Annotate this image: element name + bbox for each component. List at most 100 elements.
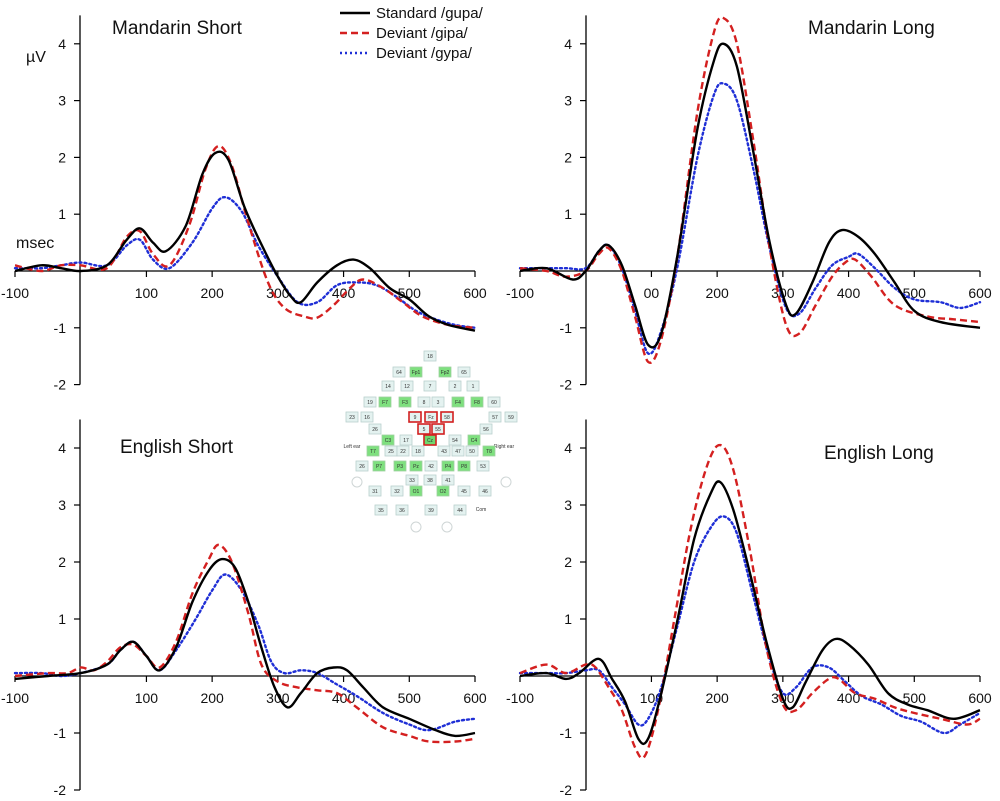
electrode-label: 65 xyxy=(461,370,467,376)
electrode-box xyxy=(374,504,388,516)
electrode-label: 54 xyxy=(452,438,458,444)
electrode-box xyxy=(409,485,423,497)
x-tick-label: 400 xyxy=(332,690,356,706)
electrode: Fz xyxy=(424,411,438,423)
electrode-label: F7 xyxy=(382,400,388,406)
electrode-box xyxy=(392,366,406,378)
electrode-label: 35 xyxy=(378,508,384,514)
electrode: 18 xyxy=(423,350,437,362)
electrode: 22 xyxy=(396,445,410,457)
electrode: F8 xyxy=(470,396,484,408)
electrode-label: C4 xyxy=(471,438,478,444)
electrode: 39 xyxy=(424,504,438,516)
x-tick-label: 00 xyxy=(644,285,660,301)
electrode: T8 xyxy=(482,445,496,457)
y-tick-label: 2 xyxy=(58,149,66,165)
electrode-label: F8 xyxy=(474,400,480,406)
electrode-box xyxy=(482,445,496,457)
electrode: 23 xyxy=(345,411,359,423)
series-line-gypa xyxy=(13,195,477,329)
electrode-box xyxy=(378,396,392,408)
x-tick-label: 600 xyxy=(463,285,487,301)
electrode-box xyxy=(457,485,471,497)
x-tick-label: 200 xyxy=(705,690,729,706)
electrode: 53 xyxy=(476,460,490,472)
electrode-box xyxy=(360,411,374,423)
electrode-box xyxy=(423,434,437,446)
electrode-label: 42 xyxy=(428,464,434,470)
electrode-box xyxy=(381,434,395,446)
electrode: F3 xyxy=(398,396,412,408)
x-tick-label: -100 xyxy=(506,285,534,301)
electrode-label: 1 xyxy=(472,384,475,390)
electrode-label: 8 xyxy=(423,400,426,406)
electrode-box xyxy=(381,380,395,392)
x-tick-label: 100 xyxy=(135,285,159,301)
panel-title: Mandarin Short xyxy=(112,18,243,39)
x-tick-label: 300 xyxy=(266,690,290,706)
electrode-box xyxy=(345,411,359,423)
x-tick-label: 400 xyxy=(837,285,861,301)
electrode: C4 xyxy=(467,434,481,446)
panel-title: Mandarin Long xyxy=(808,18,935,39)
x-tick-label: 200 xyxy=(705,285,729,301)
electrode-label: 46 xyxy=(482,489,488,495)
y-tick-label: 1 xyxy=(58,206,66,222)
y-tick-label: -2 xyxy=(560,377,573,393)
electrode-box xyxy=(457,366,471,378)
electrode: 41 xyxy=(441,474,455,486)
electrode: P3 xyxy=(393,460,407,472)
electrode-box xyxy=(465,445,479,457)
electrode-label: 31 xyxy=(372,489,378,495)
electrode: 25 xyxy=(384,445,398,457)
electrode: T7 xyxy=(366,445,380,457)
electrode: 50 xyxy=(465,445,479,457)
electrode-label: 9 xyxy=(414,415,417,421)
electrode: 9 xyxy=(408,411,422,423)
electrode-label: 43 xyxy=(441,449,447,455)
electrode: 60 xyxy=(487,396,501,408)
electrode: 31 xyxy=(368,485,382,497)
electrode-box xyxy=(409,366,423,378)
electrode-box xyxy=(363,396,377,408)
electrode: 65 xyxy=(457,366,471,378)
com-label: Com xyxy=(476,507,487,513)
electrode-box xyxy=(408,411,422,423)
x-tick-label: -100 xyxy=(1,285,29,301)
electrode: 33 xyxy=(405,474,419,486)
electrode-box xyxy=(409,460,423,472)
electrode-label: 33 xyxy=(409,478,415,484)
panel-english-short: -2 -1 1 2 3 4 -100 100 200 300 400 500 600 English Sh… xyxy=(1,419,487,798)
x-tick-label: 500 xyxy=(398,690,422,706)
electrode-box xyxy=(457,460,471,472)
electrode-label: 3 xyxy=(437,400,440,406)
electrode-label: O1 xyxy=(413,489,420,495)
electrode-box xyxy=(368,485,382,497)
electrode-label: T7 xyxy=(370,449,376,455)
electrode-box xyxy=(431,423,445,435)
electrode: Fp1 xyxy=(409,366,423,378)
y-tick-label: -2 xyxy=(54,782,67,798)
electrode: 64 xyxy=(392,366,406,378)
electrode-label: 38 xyxy=(427,478,433,484)
electrode-box xyxy=(366,445,380,457)
x-tick-label: 600 xyxy=(463,690,487,706)
electrode-box xyxy=(487,396,501,408)
electrode: 5 xyxy=(417,423,431,435)
series-line-gipa xyxy=(519,16,981,364)
electrode: P4 xyxy=(441,460,455,472)
panel-title: English Short xyxy=(120,437,234,458)
electrode-box xyxy=(441,474,455,486)
electrode-box xyxy=(451,396,465,408)
electrode: 56 xyxy=(479,423,493,435)
electrode-label: 18 xyxy=(427,354,433,360)
electrode-label: Fp2 xyxy=(441,370,450,376)
y-tick-label: 1 xyxy=(58,611,66,627)
electrode-box xyxy=(423,474,437,486)
x-tick-label: 200 xyxy=(200,690,224,706)
electrode-label: P3 xyxy=(397,464,403,470)
electrode: 8 xyxy=(417,396,431,408)
electrode-label: 55 xyxy=(435,427,441,433)
